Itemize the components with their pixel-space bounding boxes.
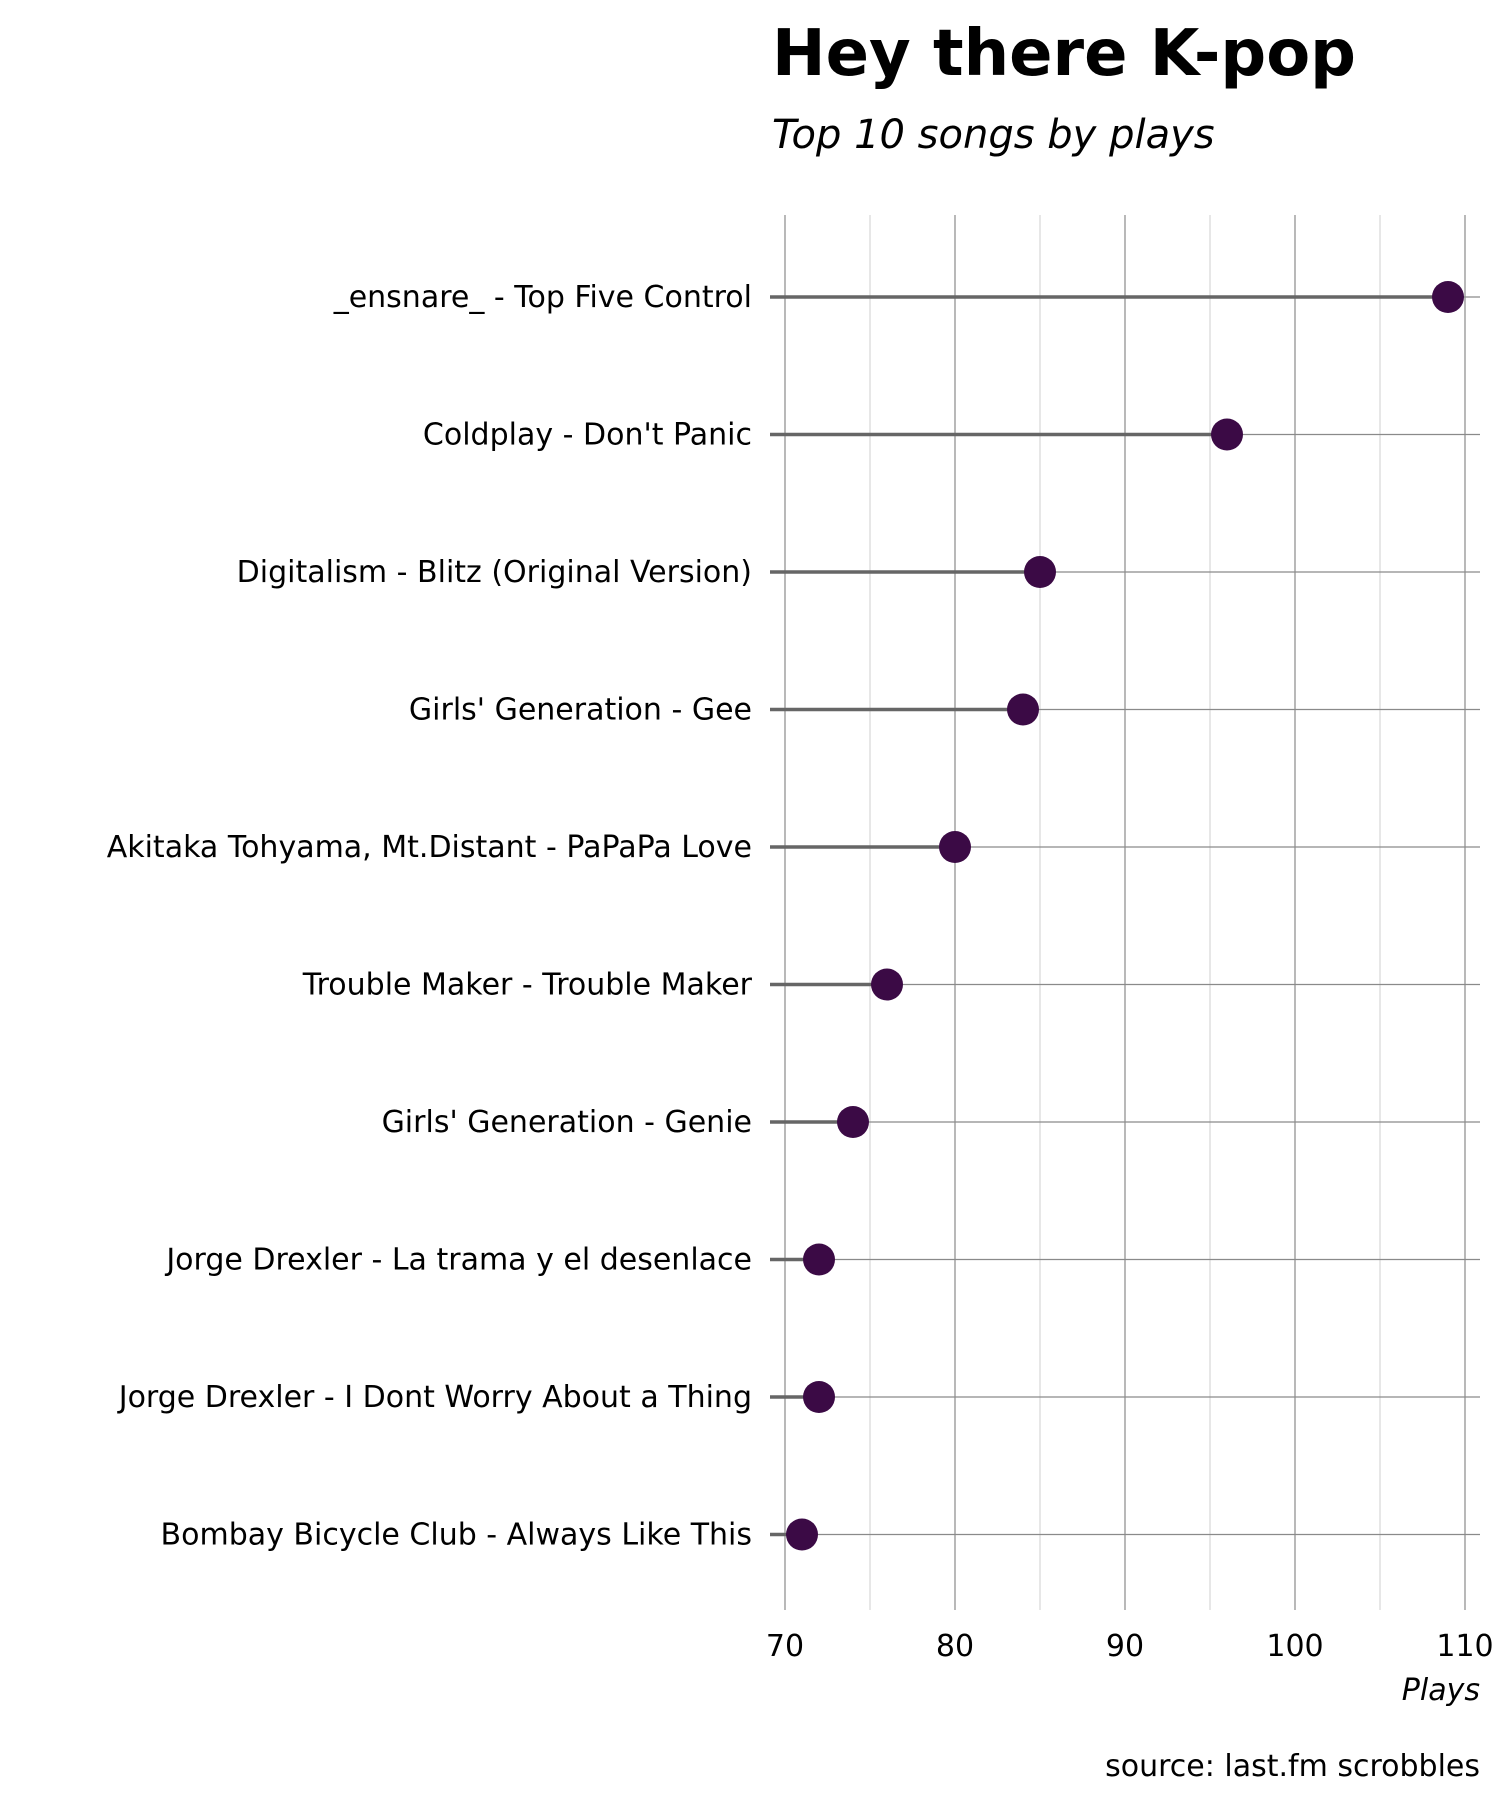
category-label: Coldplay - Don't Panic bbox=[423, 418, 752, 453]
x-tick-label: 80 bbox=[936, 1629, 974, 1664]
chart-caption: source: last.fm scrobbles bbox=[1105, 1749, 1480, 1784]
category-label: Jorge Drexler - La trama y el desenlace bbox=[164, 1243, 752, 1278]
category-label: Trouble Maker - Trouble Maker bbox=[302, 968, 753, 1003]
x-tick-label: 110 bbox=[1436, 1629, 1493, 1664]
x-tick-label: 100 bbox=[1266, 1629, 1323, 1664]
lollipop-point bbox=[939, 831, 971, 863]
x-axis-title: Plays bbox=[1402, 1673, 1480, 1708]
lollipop-point bbox=[803, 1381, 835, 1413]
x-tick-labels: 70 80 90 100 110 bbox=[766, 1629, 1494, 1664]
category-label: Digitalism - Blitz (Original Version) bbox=[237, 555, 752, 590]
category-label: _ensnare_ - Top Five Control bbox=[333, 280, 752, 315]
lollipop-point bbox=[1211, 418, 1243, 451]
lollipop-point bbox=[1432, 281, 1464, 313]
category-label: Girls' Generation - Gee bbox=[409, 693, 752, 728]
x-tick-label: 90 bbox=[1106, 1629, 1144, 1664]
lollipop-point bbox=[837, 1106, 869, 1138]
x-tick-label: 70 bbox=[766, 1629, 804, 1664]
category-label: Girls' Generation - Genie bbox=[382, 1105, 752, 1140]
category-label: Bombay Bicycle Club - Always Like This bbox=[161, 1518, 752, 1553]
lollipop-point bbox=[1024, 556, 1056, 588]
category-label: Akitaka Tohyama, Mt.Distant - PaPaPa Lov… bbox=[107, 830, 752, 865]
lollipop-stems bbox=[770, 295, 1448, 1537]
category-label: Jorge Drexler - I Dont Worry About a Thi… bbox=[117, 1380, 752, 1415]
lollipop-point bbox=[803, 1243, 835, 1276]
chart-title: Hey there K-pop bbox=[772, 17, 1356, 91]
lollipop-point bbox=[871, 968, 903, 1001]
chart-subtitle: Top 10 songs by plays bbox=[772, 112, 1215, 158]
lollipop-point bbox=[1007, 693, 1039, 726]
major-gridlines bbox=[784, 215, 1466, 1610]
lollipop-points bbox=[786, 281, 1464, 1551]
minor-gridlines bbox=[869, 215, 1381, 1610]
lollipop-point bbox=[786, 1518, 818, 1551]
category-labels: _ensnare_ - Top Five Control Coldplay - D… bbox=[107, 280, 753, 1553]
